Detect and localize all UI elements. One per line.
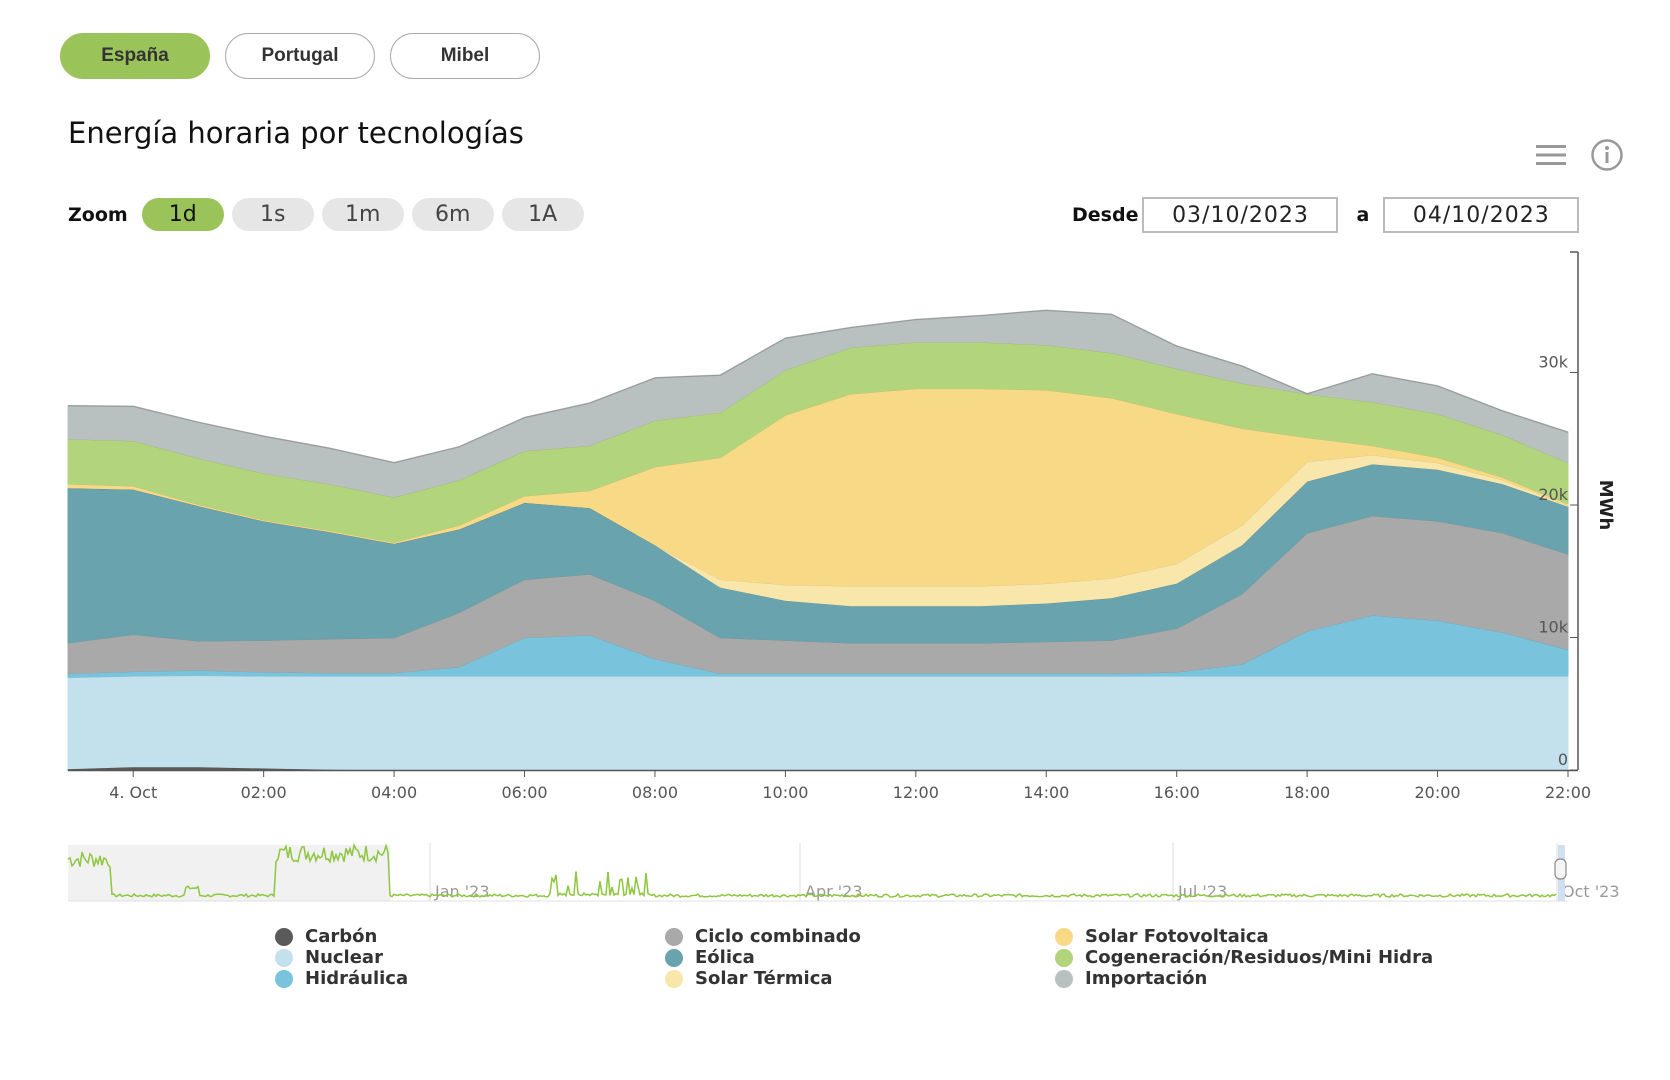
x-tick-label: 16:00 — [1154, 783, 1200, 802]
x-tick-label: 14:00 — [1023, 783, 1069, 802]
market-tabs: España Portugal Mibel — [60, 33, 540, 79]
legend-item-solar-termica[interactable]: Solar Térmica — [665, 968, 1055, 989]
legend-marker — [275, 948, 293, 967]
range-from-label: Desde — [1072, 204, 1139, 226]
info-icon[interactable] — [1590, 138, 1624, 172]
zoom-1d-button[interactable]: 1d — [141, 198, 224, 231]
date-from-input[interactable] — [1142, 197, 1339, 233]
hamburger-menu-icon[interactable] — [1535, 143, 1567, 167]
x-tick-label: 12:00 — [893, 783, 939, 802]
y-tick-label: 10k — [1538, 618, 1568, 637]
y-tick-label: 20k — [1538, 485, 1568, 504]
stacked-area-chart: 4. Oct 02:00 04:00 06:00 08:00 10:00 12:00 14:0… — [67, 251, 1616, 802]
area-series-importacion[interactable] — [67, 309, 1569, 498]
chart-title: Energía horaria por tecnologías — [68, 116, 524, 150]
legend-item-importacion[interactable]: Importación — [1055, 968, 1355, 989]
y-tick-label: 30k — [1538, 353, 1568, 372]
x-tick-label: 08:00 — [632, 783, 678, 802]
legend-marker — [1055, 927, 1073, 946]
zoom-controls: Zoom 1d 1s 1m 6m 1A — [68, 198, 584, 231]
x-tick-label: 20:00 — [1415, 783, 1461, 802]
legend-item-eolica[interactable]: Eólica — [665, 947, 1055, 968]
x-tick-label: 02:00 — [241, 783, 287, 802]
legend-marker — [275, 969, 293, 988]
series-line-importacion — [67, 309, 1569, 464]
navigator-series-line — [67, 843, 1557, 899]
area-series-nuclear[interactable] — [67, 674, 1569, 771]
navigator-handle[interactable] — [1554, 858, 1567, 880]
navigator-label: Jan '23 — [434, 882, 490, 901]
tab-mibel[interactable]: Mibel — [390, 33, 540, 79]
zoom-6m-button[interactable]: 6m — [411, 198, 494, 231]
legend-marker — [1055, 948, 1073, 967]
navigator-label: Jul '23 — [1177, 882, 1227, 901]
x-tick-label: 06:00 — [501, 783, 547, 802]
legend-item-ciclo-combinado[interactable]: Ciclo combinado — [665, 926, 1055, 947]
area-series-group — [67, 309, 1569, 771]
legend-label: Importación — [1085, 968, 1208, 989]
legend-marker — [1055, 969, 1073, 988]
legend-label: Nuclear — [305, 947, 383, 968]
legend-item-cogeneracion-residuos-mini-hidra[interactable]: Cogeneración/Residuos/Mini Hidra — [1055, 947, 1433, 968]
legend-label: Solar Térmica — [695, 968, 833, 989]
navigator-label: Oct '23 — [1562, 882, 1620, 901]
x-tick-label: 18:00 — [1284, 783, 1330, 802]
legend-label: Hidráulica — [305, 968, 409, 989]
navigator-label: Apr '23 — [805, 882, 863, 901]
zoom-1s-button[interactable]: 1s — [231, 198, 314, 231]
navigator-chart[interactable]: Jan '23 Apr '23 Jul '23 Oct '23 — [0, 835, 1670, 910]
x-tick-label: 10:00 — [762, 783, 808, 802]
legend-item-nuclear[interactable]: Nuclear — [275, 947, 665, 968]
x-tick-label: 04:00 — [371, 783, 417, 802]
x-tick-label: 22:00 — [1545, 783, 1591, 802]
legend-label: Solar Fotovoltaica — [1085, 926, 1269, 947]
legend-item-carbon[interactable]: Carbón — [275, 926, 665, 947]
range-to-label: a — [1356, 204, 1370, 226]
legend: Carbón Ciclo combinado Solar Fotovoltaica N… — [275, 926, 1433, 989]
legend-item-hidraulica[interactable]: Hidráulica — [275, 968, 665, 989]
y-tick-label: 0 — [1558, 750, 1568, 769]
navigator-shaded-region — [68, 845, 390, 901]
x-tick-label: 4. Oct — [109, 783, 157, 802]
tab-portugal[interactable]: Portugal — [225, 33, 375, 79]
legend-marker — [665, 927, 683, 946]
zoom-1a-button[interactable]: 1A — [501, 198, 584, 231]
legend-marker — [665, 948, 683, 967]
date-range: Desde a — [1072, 197, 1580, 233]
legend-label: Eólica — [695, 947, 755, 968]
zoom-label: Zoom — [68, 203, 128, 226]
y-axis-title: MWh — [1595, 480, 1616, 531]
legend-label: Ciclo combinado — [695, 926, 861, 947]
date-to-input[interactable] — [1383, 197, 1580, 233]
legend-label: Carbón — [305, 926, 378, 947]
tab-espana[interactable]: España — [60, 33, 210, 79]
zoom-1m-button[interactable]: 1m — [321, 198, 404, 231]
legend-marker — [665, 969, 683, 988]
legend-marker — [275, 927, 293, 946]
legend-item-solar-fotovoltaica[interactable]: Solar Fotovoltaica — [1055, 926, 1355, 947]
legend-label: Cogeneración/Residuos/Mini Hidra — [1085, 947, 1434, 968]
